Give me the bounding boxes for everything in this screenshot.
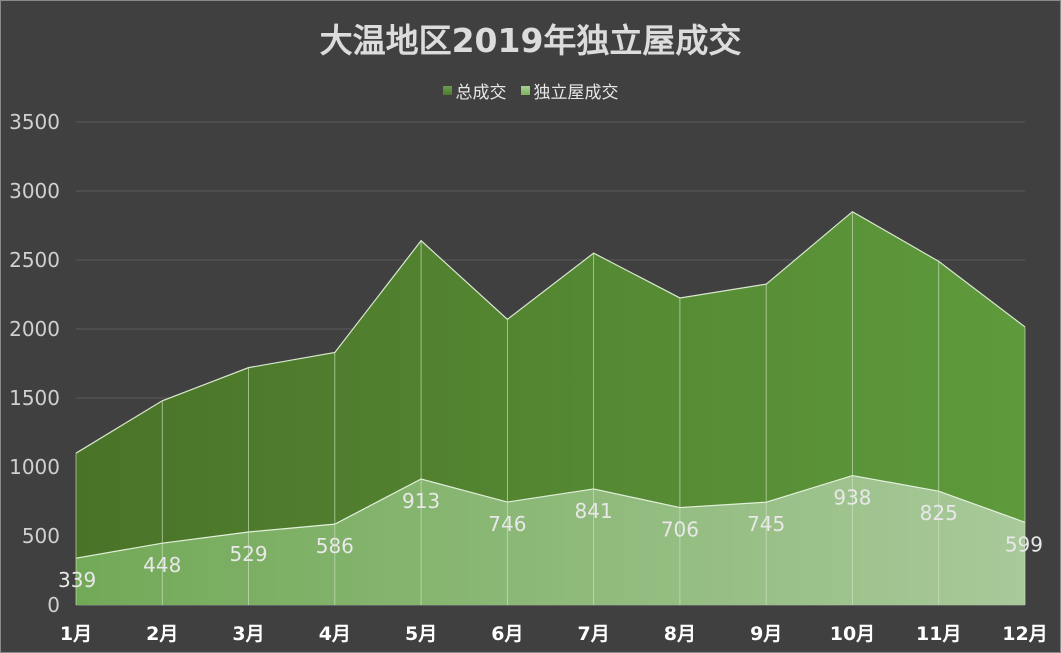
data-label: 706 <box>661 518 699 542</box>
legend-label-total: 总成交 <box>455 83 507 103</box>
x-tick-label: 10月 <box>830 623 875 645</box>
data-label: 913 <box>402 489 440 513</box>
data-label: 339 <box>58 568 96 592</box>
data-label: 448 <box>143 553 181 577</box>
data-label: 746 <box>488 512 526 536</box>
x-tick-label: 3月 <box>232 623 264 645</box>
x-tick-label: 7月 <box>578 623 610 645</box>
data-label: 938 <box>833 486 871 510</box>
x-tick-label: 9月 <box>750 623 782 645</box>
drop-lines <box>75 211 1026 605</box>
area-edge-total <box>75 210 1026 454</box>
data-label: 586 <box>316 534 354 558</box>
y-tick-label: 3000 <box>9 179 60 203</box>
x-axis: 1月 2月 3月 4月 5月 6月 7月 8月 9月 10月 11月 12月 <box>60 623 1048 645</box>
y-tick-label: 0 <box>47 593 60 617</box>
y-tick-label: 500 <box>22 524 60 548</box>
legend-item-total: 总成交 <box>442 78 507 103</box>
x-tick-label: 1月 <box>60 623 92 645</box>
y-tick-label: 2500 <box>9 248 60 272</box>
data-label: 599 <box>1005 532 1043 556</box>
data-label: 825 <box>920 501 958 525</box>
area-detached <box>76 475 1025 605</box>
y-tick-label: 1500 <box>9 386 60 410</box>
x-tick-label: 12月 <box>1002 623 1047 645</box>
y-tick-label: 3500 <box>9 110 60 134</box>
x-tick-label: 6月 <box>491 623 523 645</box>
legend-swatch-detached <box>520 86 530 95</box>
data-labels: 339 448 529 586 913 746 841 706 745 938 825 599 <box>58 486 1043 593</box>
x-tick-label: 11月 <box>916 623 961 645</box>
legend-item-detached: 独立屋成交 <box>520 78 619 103</box>
data-label: 745 <box>747 512 785 536</box>
legend: 总成交 独立屋成交 <box>0 78 1061 103</box>
data-label: 841 <box>575 499 613 523</box>
y-tick-label: 1000 <box>9 455 60 479</box>
y-tick-label: 2000 <box>9 317 60 341</box>
chart-title: 大温地区2019年独立屋成交 <box>319 21 742 60</box>
legend-label-detached: 独立屋成交 <box>533 83 619 103</box>
x-tick-label: 5月 <box>405 623 437 645</box>
data-label: 529 <box>229 542 267 566</box>
x-tick-label: 4月 <box>319 623 351 645</box>
legend-swatch-total <box>442 86 452 95</box>
area-series <box>75 210 1026 605</box>
x-tick-label: 8月 <box>664 623 696 645</box>
area-edge-detached <box>75 474 1026 559</box>
x-tick-label: 2月 <box>146 623 178 645</box>
y-axis: 0 500 1000 1500 2000 2500 3000 3500 <box>9 110 60 617</box>
